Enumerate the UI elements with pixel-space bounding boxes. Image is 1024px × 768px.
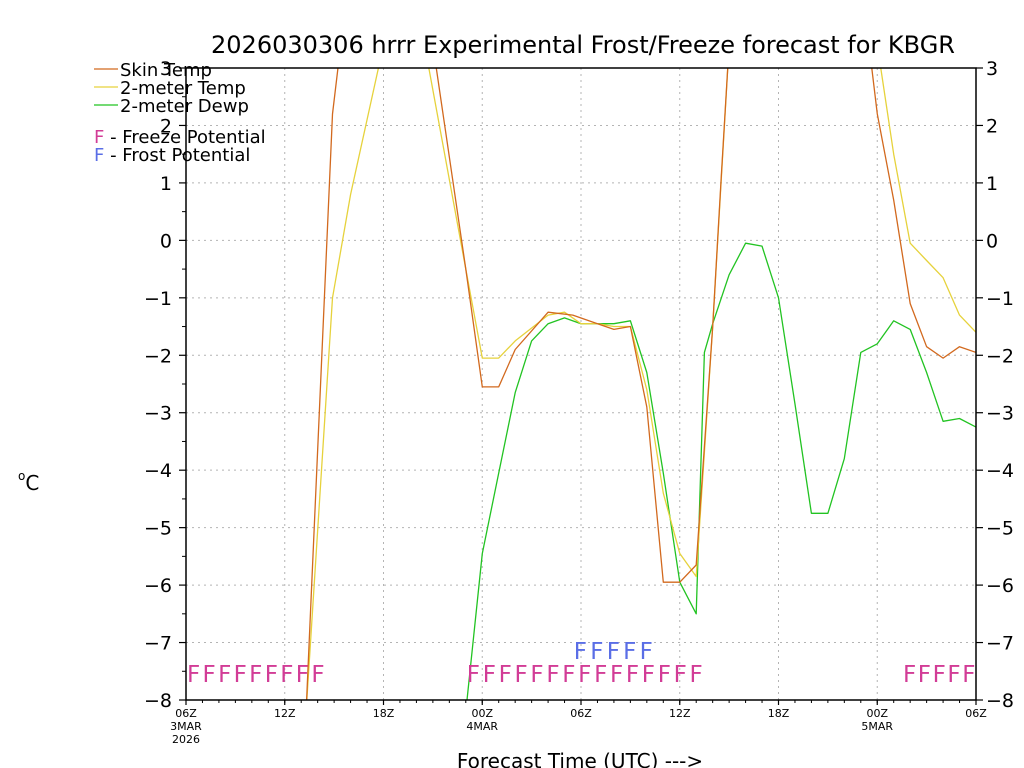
freeze-flag-letter: F [249,662,262,688]
freeze-flag-letter: F [467,662,480,688]
y-tick-label: −1 [144,288,172,310]
freeze-flag-letter: F [947,662,960,688]
legend-label: Skin Temp [120,60,212,81]
freeze-flag-letter: F [933,662,946,688]
y-tick-label: −8 [144,690,172,712]
frost-freeze-flags: F F F F F F F F F F F F F F F F F F F F F F F F F F F F FF F F F F [187,639,975,688]
freeze-flag-letter: F [918,662,931,688]
y-tick-label: −7 [144,633,172,655]
y-tick-label: −5 [144,518,172,540]
freeze-flag-letter: F [562,662,575,688]
y-tick-label: 1 [160,173,172,195]
freeze-flag-letter: F [962,662,975,688]
y-tick-label-right: 1 [986,173,998,195]
freeze-flag-letter: F [265,662,278,688]
x-tick-label: 18Z [768,707,790,720]
freeze-flag-letter: F [642,662,655,688]
legend-label: 2-meter Temp [120,78,246,99]
freeze-flag-letter: F [546,662,559,688]
y-tick-label-right: −1 [986,288,1014,310]
frost-flag-letter: F [590,639,603,665]
freeze-flag-letter: F [610,662,623,688]
x-tick-label: 00Z [471,707,493,720]
chart-title: 2026030306 hrrr Experimental Frost/Freez… [211,31,955,59]
y-tick-label: −2 [144,345,172,367]
series-lines [305,68,976,700]
freeze-flag-letter: F [626,662,639,688]
x-tick-label: 12Z [274,707,296,720]
y-tick-label-right: 0 [986,230,998,252]
y-tick-label: −3 [144,403,172,425]
y-tick-label: −4 [144,460,172,482]
y-tick-label-right: −8 [986,690,1014,712]
freeze-flag-letter: F [203,662,216,688]
x-tick-year: 2026 [172,733,200,746]
freeze-flag-letter: F [280,662,293,688]
frost-flag-letter: F [607,639,620,665]
y-tick-label-right: 2 [986,115,998,137]
freeze-flag-letter: F [903,662,916,688]
freeze-flag-letter: F [515,662,528,688]
y-tick-label-right: −6 [986,575,1014,597]
y-tick-label: −6 [144,575,172,597]
y-axis-label-unit: C [25,471,39,495]
frost-flag-letter: F [574,639,587,665]
y-tick-label-right: −5 [986,518,1014,540]
grid-lines [186,68,976,700]
freeze-flag-letter: F [499,662,512,688]
freeze-flag-letter: F [187,662,200,688]
y-tick-label: 2 [160,115,172,137]
freeze-flag-letter: F [234,662,247,688]
freeze-flag-letter: F [578,662,591,688]
x-tick-label: 00Z [866,707,888,720]
freeze-flag-letter: F [658,662,671,688]
freeze-flag-letter: F [296,662,309,688]
freeze-flag-letter: F [690,662,703,688]
freeze-flag-letter: F [483,662,496,688]
x-tick-date: 5MAR [861,720,893,733]
freeze-flag-letter: F [218,662,231,688]
x-axis-label: Forecast Time (UTC) ---> [457,749,703,768]
frost-flag-letter: F [623,639,636,665]
freeze-flag-letter: F [530,662,543,688]
y-tick-label-right: 3 [986,58,998,80]
x-tick-label: 06Z [570,707,592,720]
y-tick-label-right: −7 [986,633,1014,655]
y-axis-ticks: 3 3 2 2 1 1 0 0 −1 −1 −2 −2 −3 −3 −4 −4 −5 −5 −6 −6 −7 −7 −8 −8 [144,58,1014,712]
x-tick-date: 4MAR [466,720,498,733]
series-line-2-meter-temp [306,68,976,700]
x-tick-label: 06Z [965,707,987,720]
frost-flag-letter: F [640,639,653,665]
y-tick-label: 3 [160,58,172,80]
legend-flag-entry: F - Frost Potential [94,145,250,166]
y-tick-label-right: −2 [986,345,1014,367]
y-tick-label-right: −3 [986,403,1014,425]
legend-flag-letter: F [94,127,104,148]
y-tick-label: 0 [160,230,172,252]
y-axis-label: oC [18,469,39,495]
x-tick-label: 18Z [373,707,395,720]
legend-flag-text: - Freeze Potential [104,127,265,148]
x-tick-label: 06Z [175,707,197,720]
x-tick-date: 3MAR [170,720,202,733]
series-line-2-meter-dewp [466,242,976,700]
freeze-flag-letter: F [311,662,324,688]
legend-flag-entry: F - Freeze Potential [94,127,266,148]
y-axis-label-degree: o [18,469,25,483]
legend-flag-letter: F [94,145,104,166]
freeze-flag-letter: F [674,662,687,688]
legend-flag-text: - Frost Potential [104,145,250,166]
y-tick-label-right: −4 [986,460,1014,482]
plot-frame [185,67,977,701]
x-tick-label: 12Z [669,707,691,720]
series-line-skin-temp [305,68,976,700]
legend-label: 2-meter Dewp [120,96,249,117]
freeze-flag-letter: F [594,662,607,688]
